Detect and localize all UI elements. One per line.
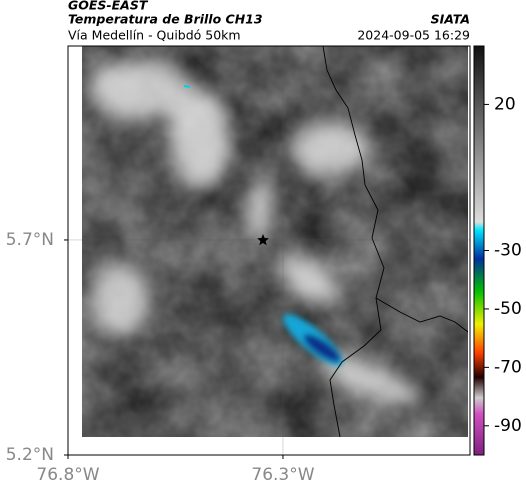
colorbar-tick-label: -90: [494, 416, 522, 436]
colorbar: [473, 45, 485, 456]
x-tick-label: 76.3°W: [251, 465, 314, 485]
axes: 76.8°W 76.3°W 5.2°N 5.7°N 20 -30 -50 -70 -90: [6, 94, 522, 485]
colorbar-tick-label: 20: [494, 94, 516, 114]
colorbar-tick-label: -50: [494, 299, 522, 319]
source: SIATA: [431, 12, 470, 27]
x-tick-label: 76.8°W: [36, 465, 99, 485]
timestamp: 2024-09-05 16:29: [357, 28, 470, 43]
colorbar-tick-label: -70: [494, 357, 522, 377]
location-marker: [257, 234, 269, 246]
map-frame: [67, 45, 471, 456]
satellite-image: [82, 46, 468, 437]
title: GOES-EAST: [68, 0, 149, 13]
region: Vía Medellín - Quibdó 50km: [68, 28, 241, 43]
y-tick-label: 5.2°N: [6, 445, 54, 465]
subtitle: Temperatura de Brillo CH13: [68, 12, 263, 27]
y-tick-label: 5.7°N: [6, 230, 54, 250]
colorbar-tick-label: -30: [494, 241, 522, 261]
